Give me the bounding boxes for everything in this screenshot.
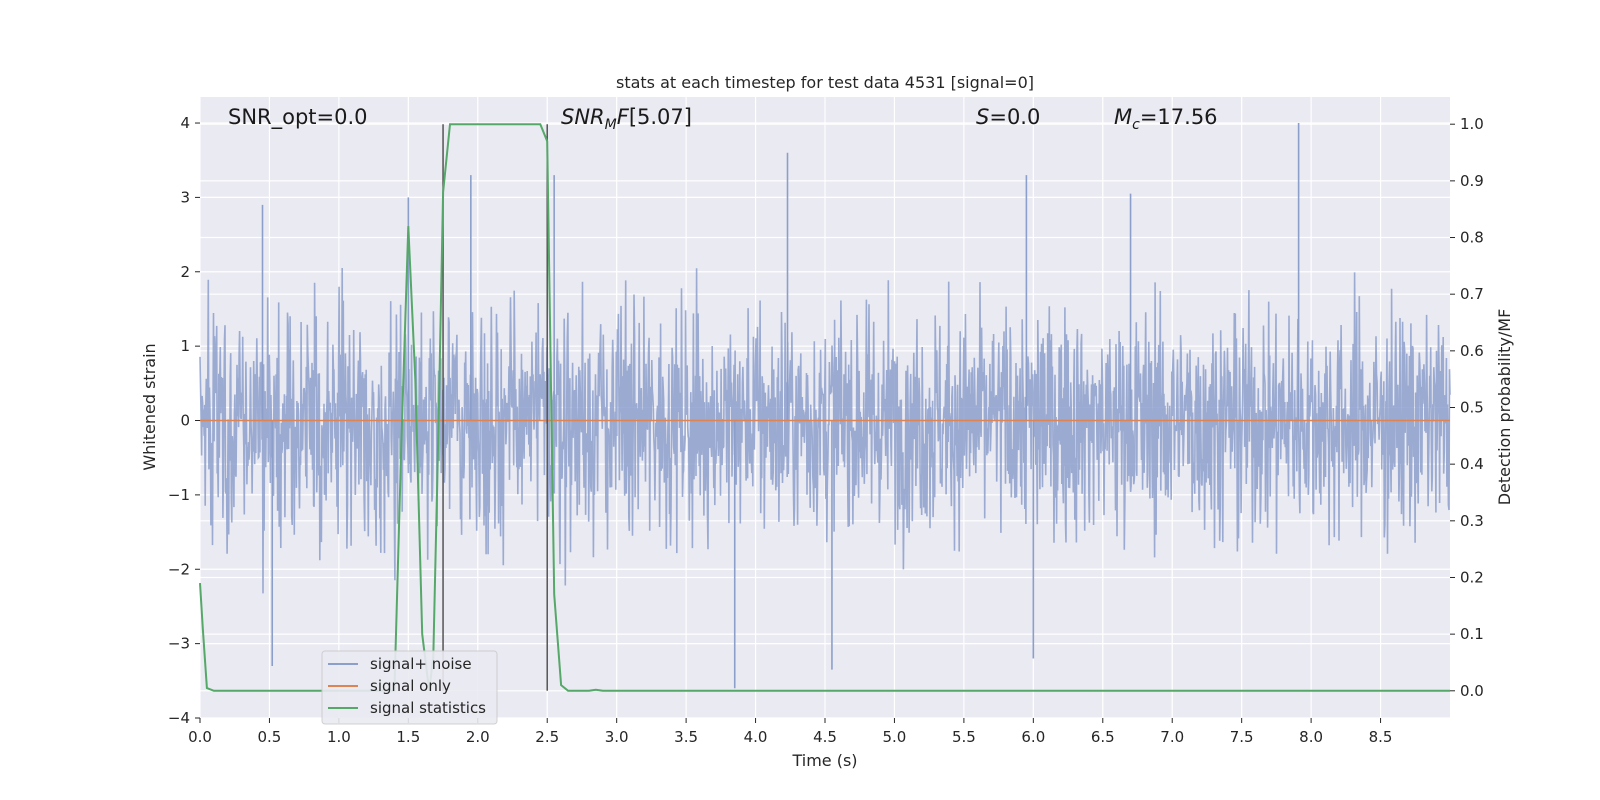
annotation-s: S=0.0 xyxy=(976,105,1040,129)
x-tick-label: 8.0 xyxy=(1299,728,1323,746)
y-right-tick-label: 0.4 xyxy=(1460,455,1484,473)
y-left-tick-label: −3 xyxy=(168,635,190,653)
x-tick-label: 7.0 xyxy=(1160,728,1184,746)
x-tick-label: 0.0 xyxy=(188,728,212,746)
y-right-tick-label: 0.6 xyxy=(1460,342,1484,360)
y-left-tick-label: 2 xyxy=(180,263,190,281)
x-tick-label: 2.5 xyxy=(535,728,559,746)
series-signal-plus-noise xyxy=(199,123,1451,689)
x-tick-label: 5.5 xyxy=(952,728,976,746)
x-tick-label: 6.0 xyxy=(1021,728,1045,746)
y-right-tick-label: 0.2 xyxy=(1460,568,1484,586)
y-axis-left-ticks: 4 3 2 1 0 −1 −2 −3 −4 xyxy=(168,114,200,727)
y-right-tick-label: 1.0 xyxy=(1460,115,1484,133)
x-tick-label: 3.5 xyxy=(674,728,698,746)
y-right-tick-label: 0.5 xyxy=(1460,399,1484,417)
legend-label-signal-statistics: signal statistics xyxy=(370,699,486,717)
legend-box xyxy=(321,650,498,725)
x-tick-label: 4.5 xyxy=(813,728,837,746)
x-tick-label: 8.5 xyxy=(1369,728,1393,746)
x-tick-label: 7.5 xyxy=(1230,728,1254,746)
y-left-tick-label: 1 xyxy=(180,337,190,355)
legend: signal+ noise signal only signal statist… xyxy=(321,650,498,725)
x-tick-label: 0.5 xyxy=(258,728,282,746)
annotation-snr-mf: SNRMF[5.07] xyxy=(561,105,692,133)
y-left-tick-label: −4 xyxy=(168,709,190,727)
x-tick-label: 5.0 xyxy=(883,728,907,746)
legend-label-signal-plus-noise: signal+ noise xyxy=(370,655,472,673)
annotation-snr-mf-value: [5.07] xyxy=(629,105,692,129)
x-axis-label: Time (s) xyxy=(791,751,857,770)
y-left-tick-label: −2 xyxy=(168,560,190,578)
annotation-mc-value: =17.56 xyxy=(1140,105,1218,129)
x-tick-label: 1.5 xyxy=(396,728,420,746)
y-right-tick-label: 0.3 xyxy=(1460,512,1484,530)
y-right-tick-label: 0.1 xyxy=(1460,625,1484,643)
y-axis-right-label: Detection probability/MF xyxy=(1495,309,1514,506)
y-axis-left-label: Whitened strain xyxy=(140,343,159,470)
legend-label-signal-only: signal only xyxy=(370,677,451,695)
x-tick-label: 6.5 xyxy=(1091,728,1115,746)
y-left-tick-label: 3 xyxy=(180,188,190,206)
series-signal-statistics xyxy=(199,123,1450,692)
y-right-tick-label: 0.0 xyxy=(1460,682,1484,700)
chart-title: stats at each timestep for test data 453… xyxy=(616,73,1034,92)
x-tick-label: 3.0 xyxy=(605,728,629,746)
y-right-tick-label: 0.7 xyxy=(1460,285,1484,303)
x-tick-label: 2.0 xyxy=(466,728,490,746)
annotation-snr-opt: SNR_opt=0.0 xyxy=(228,105,368,130)
x-tick-label: 1.0 xyxy=(327,728,351,746)
x-axis-ticks: 0.0 0.5 1.0 1.5 2.0 2.5 3.0 3.5 4.0 4.5 5.0 5.5 6.0 6… xyxy=(188,718,1392,746)
annotation-s-value: =0.0 xyxy=(989,105,1040,129)
y-left-tick-label: 4 xyxy=(180,114,190,132)
y-left-tick-label: 0 xyxy=(180,412,190,430)
annotation-mc: Mc=17.56 xyxy=(1114,105,1218,133)
noise-trace xyxy=(199,267,1451,594)
y-right-tick-label: 0.9 xyxy=(1460,172,1484,190)
x-tick-label: 4.0 xyxy=(744,728,768,746)
y-left-tick-label: −1 xyxy=(168,486,190,504)
y-axis-right-ticks: 1.0 0.9 0.8 0.7 0.6 0.5 0.4 0.3 0.2 0.1 0.0 xyxy=(1450,115,1484,700)
y-right-tick-label: 0.8 xyxy=(1460,229,1484,247)
